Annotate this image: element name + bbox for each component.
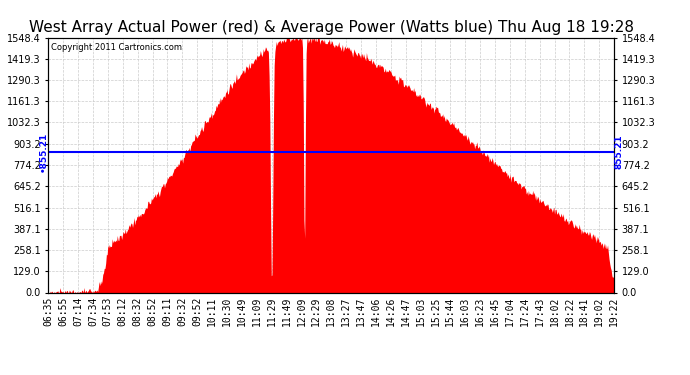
Text: 855.21: 855.21 [615, 134, 624, 169]
Text: •855.21: •855.21 [39, 132, 48, 172]
Text: Copyright 2011 Cartronics.com: Copyright 2011 Cartronics.com [51, 43, 182, 52]
Title: West Array Actual Power (red) & Average Power (Watts blue) Thu Aug 18 19:28: West Array Actual Power (red) & Average … [29, 20, 633, 35]
